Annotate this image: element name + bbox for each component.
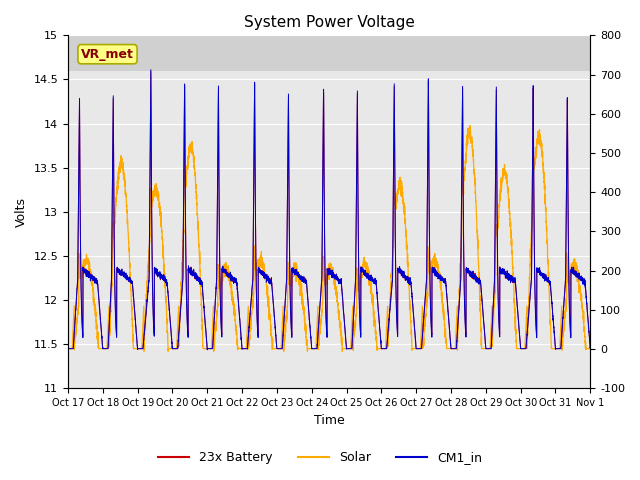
Title: System Power Voltage: System Power Voltage <box>244 15 415 30</box>
Bar <box>68 36 590 71</box>
X-axis label: Time: Time <box>314 414 344 427</box>
Text: VR_met: VR_met <box>81 48 134 60</box>
Y-axis label: Volts: Volts <box>15 197 28 227</box>
Legend: 23x Battery, Solar, CM1_in: 23x Battery, Solar, CM1_in <box>153 446 487 469</box>
